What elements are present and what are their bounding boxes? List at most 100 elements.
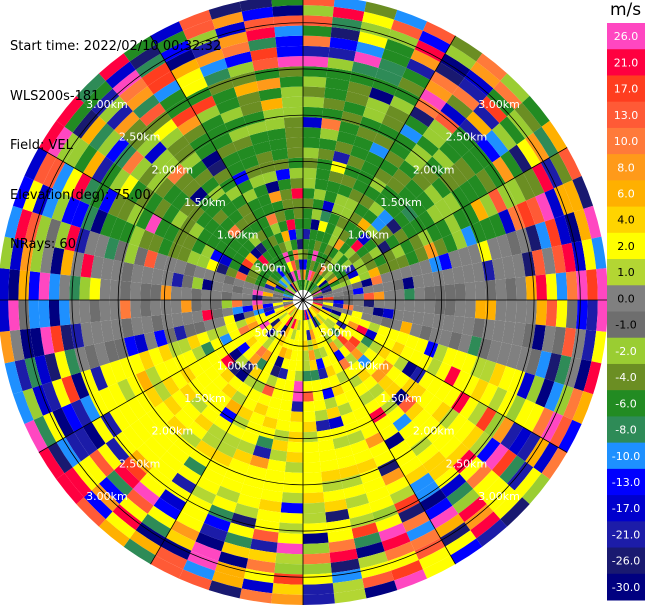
velocity-cell bbox=[143, 249, 158, 269]
velocity-cell bbox=[358, 194, 375, 210]
velocity-cell bbox=[285, 316, 293, 327]
velocity-cell bbox=[297, 249, 303, 260]
velocity-cell bbox=[565, 271, 578, 300]
velocity-cell bbox=[426, 223, 443, 243]
colorbar-swatch bbox=[607, 75, 645, 103]
velocity-cell bbox=[146, 110, 172, 134]
velocity-cell bbox=[332, 435, 351, 450]
velocity-cell bbox=[402, 67, 431, 89]
velocity-cell bbox=[311, 304, 322, 311]
velocity-cell bbox=[221, 41, 251, 59]
velocity-cell bbox=[522, 473, 550, 505]
velocity-cell bbox=[514, 102, 542, 133]
velocity-cell bbox=[33, 152, 57, 185]
velocity-cell bbox=[391, 388, 409, 406]
velocity-cell bbox=[300, 279, 303, 290]
velocity-cell bbox=[298, 259, 303, 270]
velocity-cell bbox=[443, 213, 461, 234]
velocity-cell bbox=[428, 119, 453, 142]
instrument-name: WLS200s-181 bbox=[10, 88, 100, 104]
velocity-cell bbox=[114, 338, 129, 360]
velocity-cell bbox=[135, 186, 155, 209]
velocity-cell bbox=[241, 360, 256, 375]
velocity-cell bbox=[442, 347, 458, 367]
velocity-cell bbox=[237, 203, 253, 218]
colorbar-tick-label: -10.0 bbox=[612, 450, 640, 463]
velocity-cell bbox=[314, 315, 324, 325]
velocity-cell bbox=[216, 485, 241, 504]
colorbar-swatch bbox=[607, 23, 645, 50]
velocity-cell bbox=[380, 184, 399, 202]
velocity-cell bbox=[80, 204, 99, 231]
velocity-cell bbox=[211, 300, 223, 310]
velocity-cell bbox=[563, 387, 584, 420]
velocity-cell bbox=[232, 135, 253, 152]
velocity-cell bbox=[404, 151, 426, 172]
velocity-cell bbox=[586, 300, 598, 331]
velocity-cell bbox=[531, 407, 554, 438]
velocity-cell bbox=[249, 454, 270, 470]
velocity-cell bbox=[372, 77, 399, 96]
velocity-cell bbox=[14, 359, 33, 392]
velocity-cell bbox=[181, 77, 208, 98]
velocity-cell bbox=[319, 310, 330, 318]
velocity-cell bbox=[162, 376, 180, 396]
velocity-cell bbox=[80, 116, 107, 145]
velocity-cell bbox=[450, 538, 483, 565]
velocity-cell bbox=[469, 431, 493, 457]
velocity-cell bbox=[294, 218, 303, 230]
velocity-cell bbox=[160, 127, 184, 149]
velocity-cell bbox=[275, 419, 291, 432]
velocity-cell bbox=[155, 546, 188, 570]
velocity-cell bbox=[207, 423, 227, 441]
velocity-cell bbox=[201, 309, 214, 322]
velocity-cell bbox=[311, 209, 323, 221]
velocity-cell bbox=[408, 383, 427, 403]
velocity-cell bbox=[384, 541, 415, 562]
velocity-cell bbox=[472, 318, 485, 339]
velocity-cell bbox=[418, 210, 436, 229]
radial-line bbox=[302, 35, 456, 301]
colorbar-swatch bbox=[607, 154, 645, 181]
velocity-cell bbox=[327, 528, 354, 543]
velocity-cell bbox=[386, 218, 402, 235]
velocity-cell bbox=[257, 216, 270, 230]
colorbar-swatch bbox=[607, 442, 645, 470]
velocity-cell bbox=[432, 270, 445, 287]
colorbar-tick-label: 13.0 bbox=[614, 109, 639, 122]
velocity-cell bbox=[191, 276, 204, 290]
velocity-cell bbox=[241, 578, 274, 594]
velocity-cell bbox=[326, 180, 341, 194]
velocity-cell bbox=[98, 188, 119, 214]
velocity-cell bbox=[99, 300, 111, 322]
velocity-cell bbox=[409, 262, 423, 277]
velocity-cell bbox=[333, 0, 367, 12]
velocity-cell bbox=[290, 239, 298, 251]
velocity-cell bbox=[303, 228, 311, 240]
velocity-cell bbox=[207, 77, 234, 96]
velocity-cell bbox=[405, 250, 420, 266]
velocity-cell bbox=[329, 37, 358, 52]
velocity-cell bbox=[312, 327, 320, 339]
velocity-cell bbox=[267, 315, 279, 324]
velocity-cell bbox=[282, 275, 292, 285]
velocity-cell bbox=[119, 221, 136, 244]
velocity-cell bbox=[252, 304, 264, 311]
velocity-cell bbox=[514, 172, 536, 201]
velocity-cell bbox=[336, 130, 357, 146]
velocity-cell bbox=[54, 221, 71, 250]
velocity-cell bbox=[232, 306, 244, 315]
velocity-cell bbox=[323, 300, 334, 304]
velocity-cell bbox=[286, 369, 296, 381]
velocity-cell bbox=[525, 300, 537, 325]
velocity-cell bbox=[273, 290, 284, 296]
velocity-cell bbox=[393, 355, 409, 372]
velocity-cell bbox=[284, 461, 303, 473]
velocity-cell bbox=[186, 493, 213, 514]
velocity-cell bbox=[109, 217, 127, 241]
velocity-cell bbox=[135, 522, 166, 547]
velocity-cell bbox=[318, 324, 327, 336]
velocity-cell bbox=[312, 198, 325, 211]
velocity-cell bbox=[303, 350, 310, 361]
velocity-cell bbox=[356, 367, 372, 383]
